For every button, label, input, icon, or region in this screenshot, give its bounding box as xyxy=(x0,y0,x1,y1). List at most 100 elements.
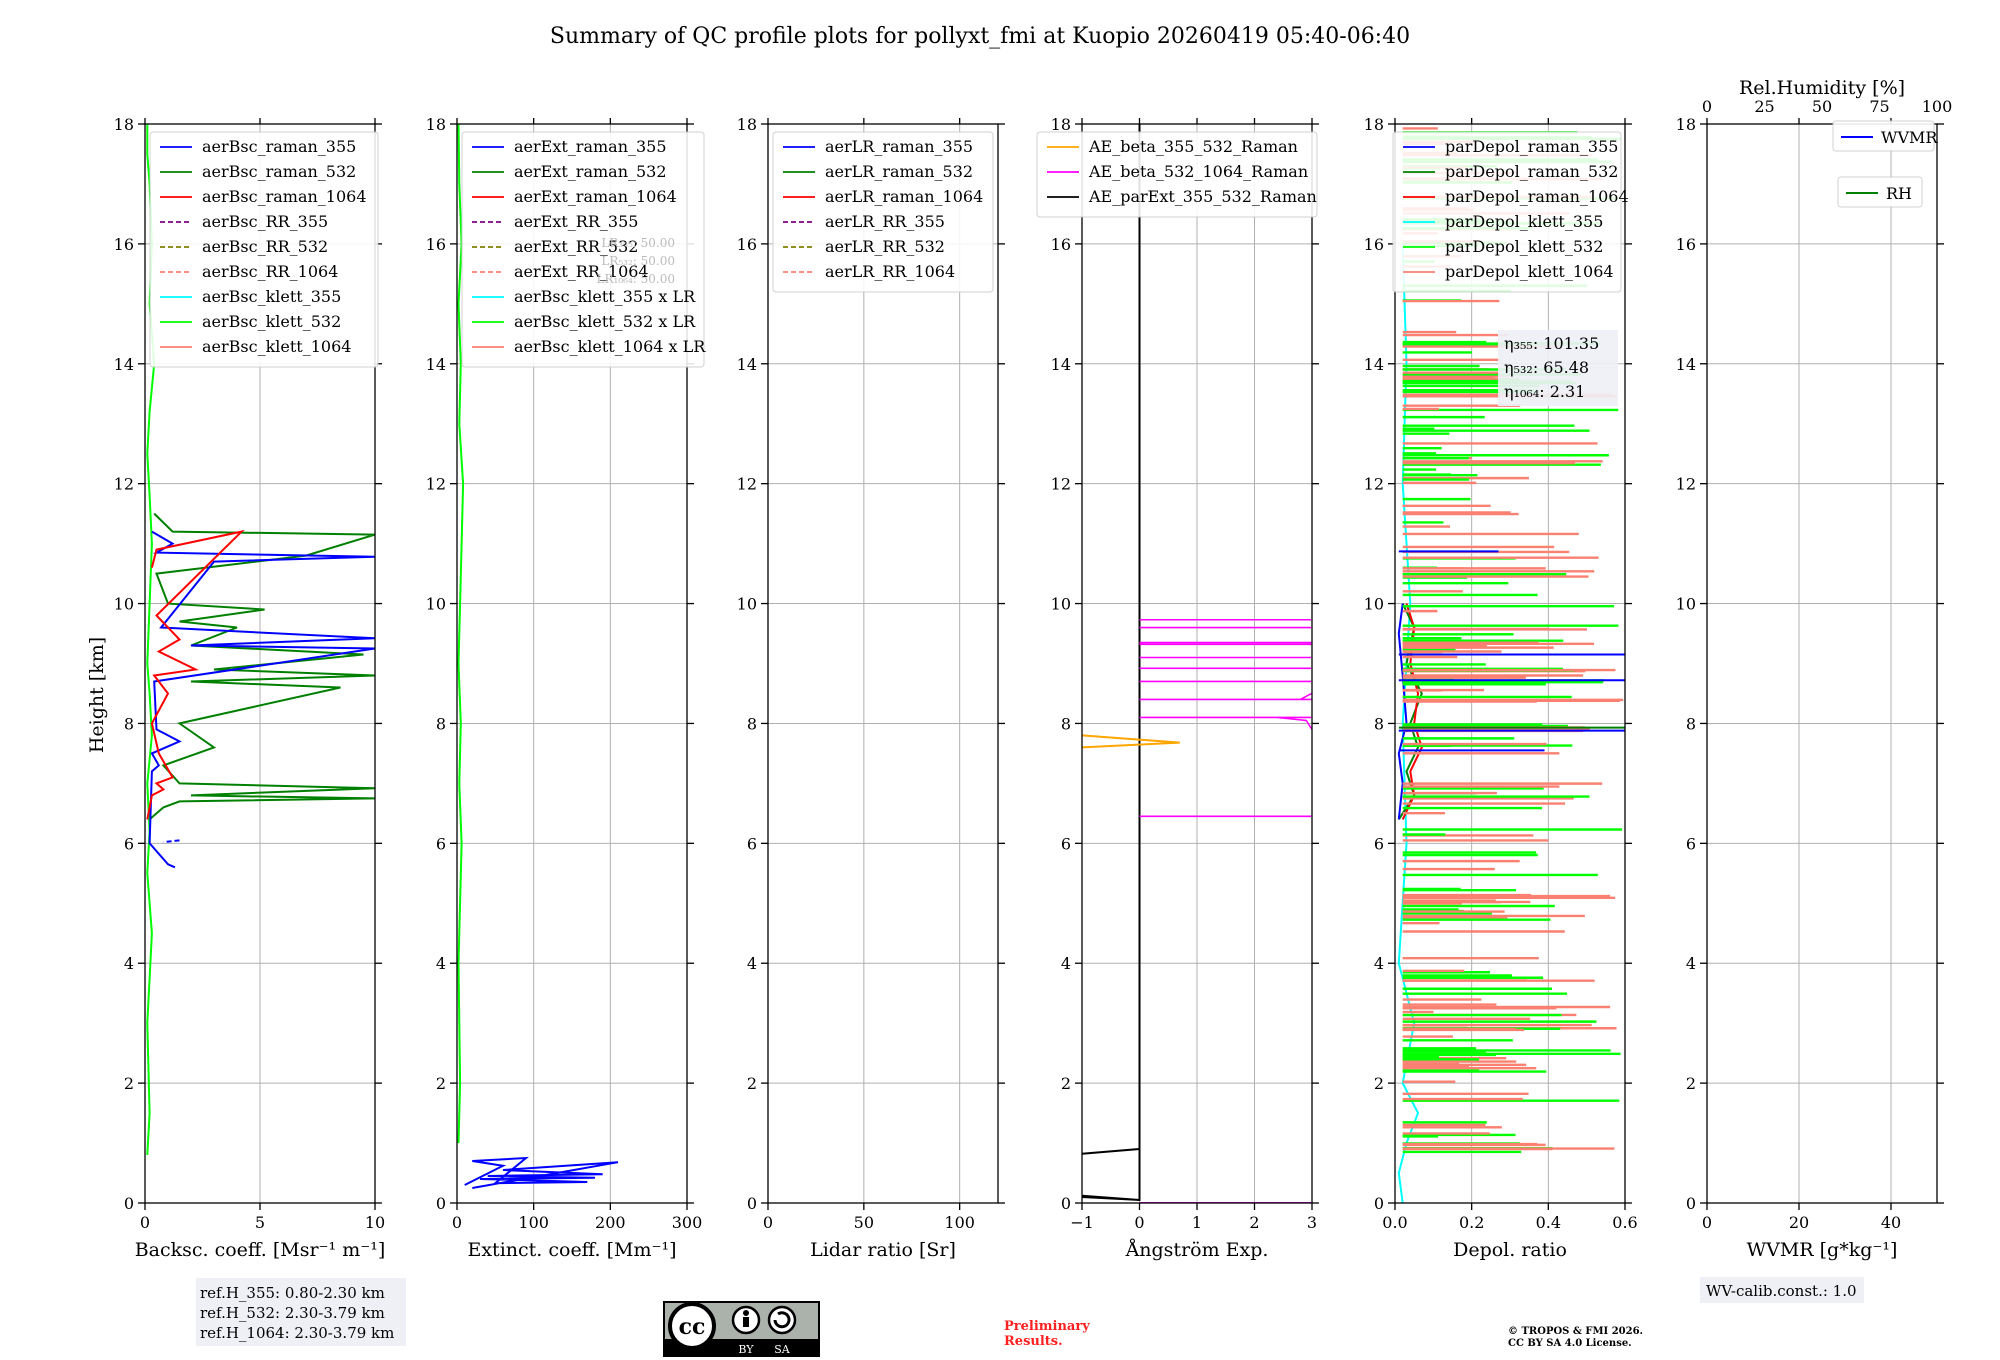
x-tick-label: 300 xyxy=(672,1213,703,1232)
legend-entry: parDepol_klett_355 xyxy=(1445,212,1603,231)
y-tick-label: 4 xyxy=(1686,954,1696,973)
axes-frame xyxy=(1394,123,1626,1204)
y-tick-label: 6 xyxy=(436,834,446,853)
by-person-body xyxy=(743,1317,749,1327)
x-tick-label: 0 xyxy=(763,1213,773,1232)
legend-box xyxy=(461,131,705,368)
y-tick-label: 12 xyxy=(1364,475,1384,494)
x-tick-label: 50 xyxy=(854,1213,874,1232)
y-tick-label: 0 xyxy=(1374,1194,1384,1213)
y-tick-label: 12 xyxy=(1676,475,1696,494)
legend-entry: aerBsc_RR_355 xyxy=(202,212,328,231)
y-tick-label: 16 xyxy=(1676,235,1696,254)
y-tick-label: 14 xyxy=(1051,355,1071,374)
legend-box xyxy=(1837,176,1923,208)
y-tick-label: 18 xyxy=(426,115,446,134)
legend-entry: aerExt_raman_532 xyxy=(514,162,667,181)
series-aerExt_raman_355 xyxy=(464,1156,619,1189)
y-tick-label: 4 xyxy=(124,954,134,973)
y-tick-label: 10 xyxy=(1676,595,1696,614)
x-tick-label: 20 xyxy=(1789,1213,1809,1232)
legend-entry: aerBsc_klett_532 x LR xyxy=(514,312,696,331)
y-tick-label: 4 xyxy=(747,954,757,973)
cc-logo-text: cc xyxy=(679,1314,706,1340)
legend-entry: aerExt_RR_532 xyxy=(514,237,638,256)
y-tick-label: 12 xyxy=(426,475,446,494)
cc-by-label: BY xyxy=(738,1343,754,1356)
lr-note: LR₃₅₅: 50.00 xyxy=(601,236,675,250)
y-tick-label: 2 xyxy=(1061,1074,1071,1093)
legend-entry: aerBsc_RR_532 xyxy=(202,237,328,256)
y-tick-label: 0 xyxy=(747,1194,757,1213)
x-tick-label: −1 xyxy=(1070,1213,1094,1232)
ref-height-1064: ref.H_1064: 2.30-3.79 km xyxy=(200,1324,394,1342)
ref-height-532: ref.H_532: 2.30-3.79 km xyxy=(200,1304,385,1322)
ref-height-355: ref.H_355: 0.80-2.30 km xyxy=(200,1284,385,1302)
y-tick-label: 10 xyxy=(1364,595,1384,614)
y-tick-label: 2 xyxy=(436,1074,446,1093)
sa-share-icon xyxy=(767,1305,797,1335)
x-axis-label: Lidar ratio [Sr] xyxy=(810,1239,956,1261)
y-tick-label: 14 xyxy=(1364,355,1384,374)
x-tick-label: 2 xyxy=(1249,1213,1259,1232)
legend-entry: AE_parExt_355_532_Raman xyxy=(1088,187,1317,206)
x-tick-label: 0 xyxy=(140,1213,150,1232)
y-tick-label: 2 xyxy=(1686,1074,1696,1093)
y-tick-label: 12 xyxy=(1051,475,1071,494)
y-tick-label: 10 xyxy=(737,595,757,614)
series-group xyxy=(457,124,619,1189)
y-tick-label: 0 xyxy=(1061,1194,1071,1213)
legend-entry: AE_beta_532_1064_Raman xyxy=(1088,162,1308,181)
eta-box xyxy=(1498,330,1618,406)
legend-box xyxy=(1036,131,1318,218)
x-tick-label: 200 xyxy=(595,1213,626,1232)
legend-box xyxy=(149,131,379,368)
legend-entry: aerLR_raman_532 xyxy=(825,162,973,181)
top-tick-label: 25 xyxy=(1754,97,1774,116)
wv-calib-text: WV-calib.const.: 1.0 xyxy=(1706,1282,1857,1300)
cc-logo-icon xyxy=(668,1302,716,1350)
x-tick-label: 40 xyxy=(1881,1213,1901,1232)
y-tick-label: 8 xyxy=(1686,714,1696,733)
x-axis-label: Depol. ratio xyxy=(1453,1239,1567,1261)
y-tick-label: 2 xyxy=(1374,1074,1384,1093)
legend-box xyxy=(1392,131,1622,293)
lr-note: LR₅₃₂: 50.00 xyxy=(601,254,675,268)
series-aerBsc_raman_1064 xyxy=(146,529,245,820)
legend-entry: aerBsc_klett_532 xyxy=(202,312,341,331)
axes-frame xyxy=(767,123,999,1204)
cc-sa-label: SA xyxy=(774,1343,791,1356)
legend-entry: parDepol_klett_532 xyxy=(1445,237,1603,256)
panel-bsc: 0 5 10 0 2 4 6 8 10 12 14 16 18 Backsc. coeff. [Msr⁻¹… xyxy=(114,115,386,1261)
legend-entry: aerExt_RR_355 xyxy=(514,212,638,231)
series-dashed-aerBsc_raman_355 xyxy=(163,839,180,844)
x-tick-label: 10 xyxy=(365,1213,385,1232)
y-tick-label: 6 xyxy=(124,834,134,853)
y-tick-label: 12 xyxy=(737,475,757,494)
axes-frame xyxy=(456,123,688,1204)
y-tick-label: 4 xyxy=(1061,954,1071,973)
y-tick-label: 10 xyxy=(114,595,134,614)
y-tick-label: 6 xyxy=(1374,834,1384,853)
preliminary-line-2: Results. xyxy=(1004,1334,1063,1349)
copyright-line-1: © TROPOS & FMI 2026. xyxy=(1508,1326,1643,1337)
x-tick-label: 3 xyxy=(1307,1213,1317,1232)
legend-entry: RH xyxy=(1886,184,1912,203)
legend-entry: aerBsc_RR_1064 xyxy=(202,262,338,281)
y-tick-label: 0 xyxy=(436,1194,446,1213)
legend-box xyxy=(772,131,994,293)
ae-532-1064-tail xyxy=(1300,692,1312,701)
by-person-head xyxy=(743,1310,749,1316)
x-tick-label: 0.4 xyxy=(1536,1213,1561,1232)
y-tick-label: 14 xyxy=(426,355,446,374)
top-axis-label: Rel.Humidity [%] xyxy=(1739,77,1905,99)
top-tick-label: 50 xyxy=(1812,97,1832,116)
y-tick-label: 18 xyxy=(737,115,757,134)
legend-entry: aerExt_raman_355 xyxy=(514,137,667,156)
legend-entry: aerExt_RR_1064 xyxy=(514,262,649,281)
x-axis-label: Backsc. coeff. [Msr⁻¹ m⁻¹] xyxy=(135,1239,386,1261)
y-tick-label: 0 xyxy=(1686,1194,1696,1213)
legend-entry: aerBsc_klett_355 x LR xyxy=(514,287,696,306)
x-tick-label: 0 xyxy=(1702,1213,1712,1232)
